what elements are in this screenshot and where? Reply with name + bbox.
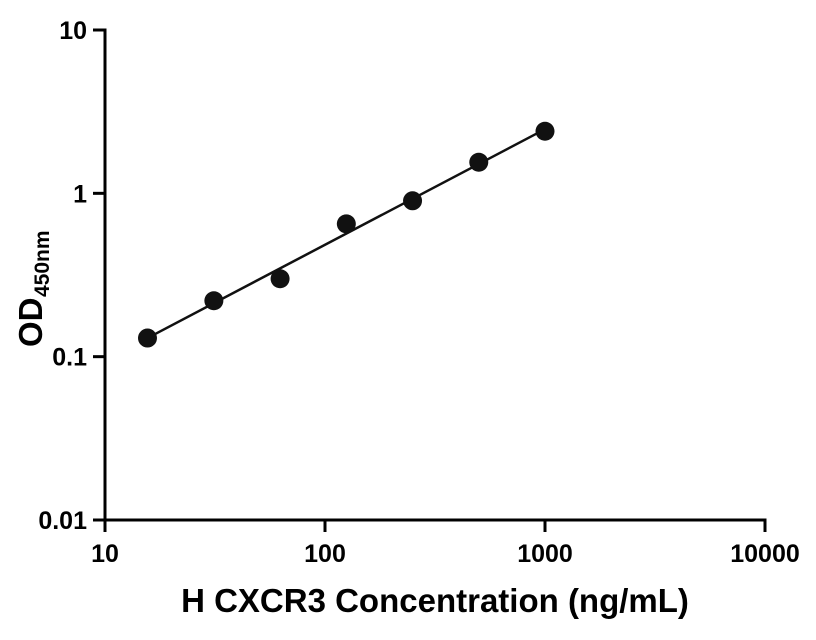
y-tick-label: 0.1 bbox=[52, 344, 87, 372]
x-axis-title: H CXCR3 Concentration (ng/mL) bbox=[181, 582, 689, 619]
data-point bbox=[336, 214, 356, 234]
data-point bbox=[535, 121, 555, 141]
data-point bbox=[137, 328, 157, 348]
y-axis-title-sub: 450nm bbox=[31, 230, 54, 297]
y-axis-title: OD 450nm bbox=[12, 230, 54, 347]
data-point bbox=[204, 291, 224, 311]
x-tick-label: 1000 bbox=[517, 540, 573, 568]
x-tick-label: 100 bbox=[304, 540, 346, 568]
tick-labels-layer: 10 100 1000 10000 0.01 0.1 1 10 bbox=[38, 17, 799, 568]
y-axis-title-main: OD bbox=[12, 298, 49, 348]
x-tick-label: 10000 bbox=[730, 540, 800, 568]
y-tick-label: 1 bbox=[73, 180, 87, 208]
points-layer bbox=[137, 121, 555, 348]
data-point bbox=[469, 152, 489, 172]
y-tick-label: 0.01 bbox=[38, 507, 87, 535]
x-tick-label: 10 bbox=[91, 540, 119, 568]
axes-layer bbox=[93, 28, 767, 532]
data-point bbox=[270, 269, 290, 289]
data-point bbox=[403, 191, 423, 211]
y-tick-label: 10 bbox=[59, 17, 87, 45]
